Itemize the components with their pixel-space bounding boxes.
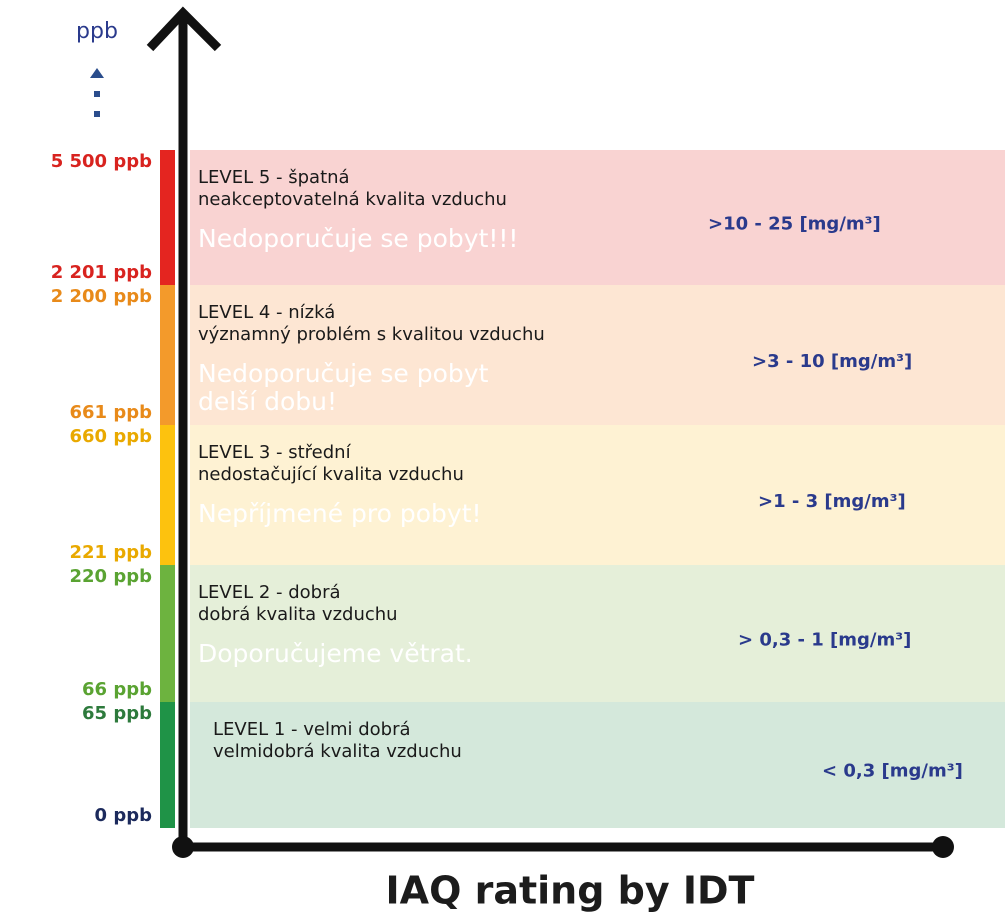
range: > 0,3 - 1 [mg/m³]	[738, 629, 911, 650]
level-description: velmidobrá kvalita vzduchu	[213, 741, 462, 762]
band-bg	[190, 702, 1005, 828]
bottom-label: 0 ppb	[95, 805, 153, 826]
level-bar	[160, 285, 175, 425]
top-label: 65 ppb	[82, 703, 152, 724]
range: >1 - 3 [mg/m³]	[758, 491, 906, 512]
axis-arrow	[146, 6, 222, 52]
axis-dot	[932, 836, 954, 858]
bottom-label: 661 ppb	[70, 402, 153, 423]
level-title: LEVEL 1 - velmi dobrá	[213, 719, 411, 740]
dot	[94, 111, 100, 117]
title: IAQ rating by IDT	[386, 869, 755, 913]
level-description: nedostačující kvalita vzduchu	[198, 464, 464, 485]
level-bar	[160, 150, 175, 285]
band-bg	[190, 565, 1005, 702]
up-arrow	[90, 68, 104, 78]
advice: Nedoporučuje se pobyt!!!	[198, 224, 518, 253]
top-label: 2 200 ppb	[51, 286, 152, 307]
advice: Doporučujeme větrat.	[198, 639, 473, 668]
top-label: 5 500 ppb	[51, 151, 152, 172]
bottom-label: 66 ppb	[82, 679, 152, 700]
range: >3 - 10 [mg/m³]	[752, 351, 912, 372]
range: < 0,3 [mg/m³]	[822, 760, 963, 781]
level-bar	[160, 425, 175, 565]
top-label: 660 ppb	[70, 426, 153, 447]
range: >10 - 25 [mg/m³]	[708, 213, 881, 234]
band-bg	[190, 425, 1005, 565]
advice: Nedoporučuje se pobyt	[198, 359, 489, 388]
level-title: LEVEL 4 - nízká	[198, 302, 335, 323]
level-title: LEVEL 3 - střední	[198, 442, 352, 463]
top-label: 220 ppb	[70, 566, 153, 587]
advice: Nepříjmené pro pobyt!	[198, 499, 482, 528]
level-description: dobrá kvalita vzduchu	[198, 604, 398, 625]
bottom-label: 221 ppb	[70, 542, 153, 563]
band-bg	[190, 150, 1005, 285]
level-description: neakceptovatelná kvalita vzduchu	[198, 189, 507, 210]
level-title: LEVEL 5 - špatná	[198, 167, 350, 188]
axis-dot	[172, 836, 194, 858]
band-bg	[190, 285, 1005, 425]
bottom-label: 2 201 ppb	[51, 262, 152, 283]
level-bar	[160, 565, 175, 702]
advice: delší dobu!	[198, 387, 337, 416]
dot	[94, 91, 100, 97]
axis-label: ppb	[76, 19, 118, 44]
level-title: LEVEL 2 - dobrá	[198, 582, 341, 603]
level-bar	[160, 702, 175, 828]
level-description: významný problém s kvalitou vzduchu	[198, 324, 545, 345]
